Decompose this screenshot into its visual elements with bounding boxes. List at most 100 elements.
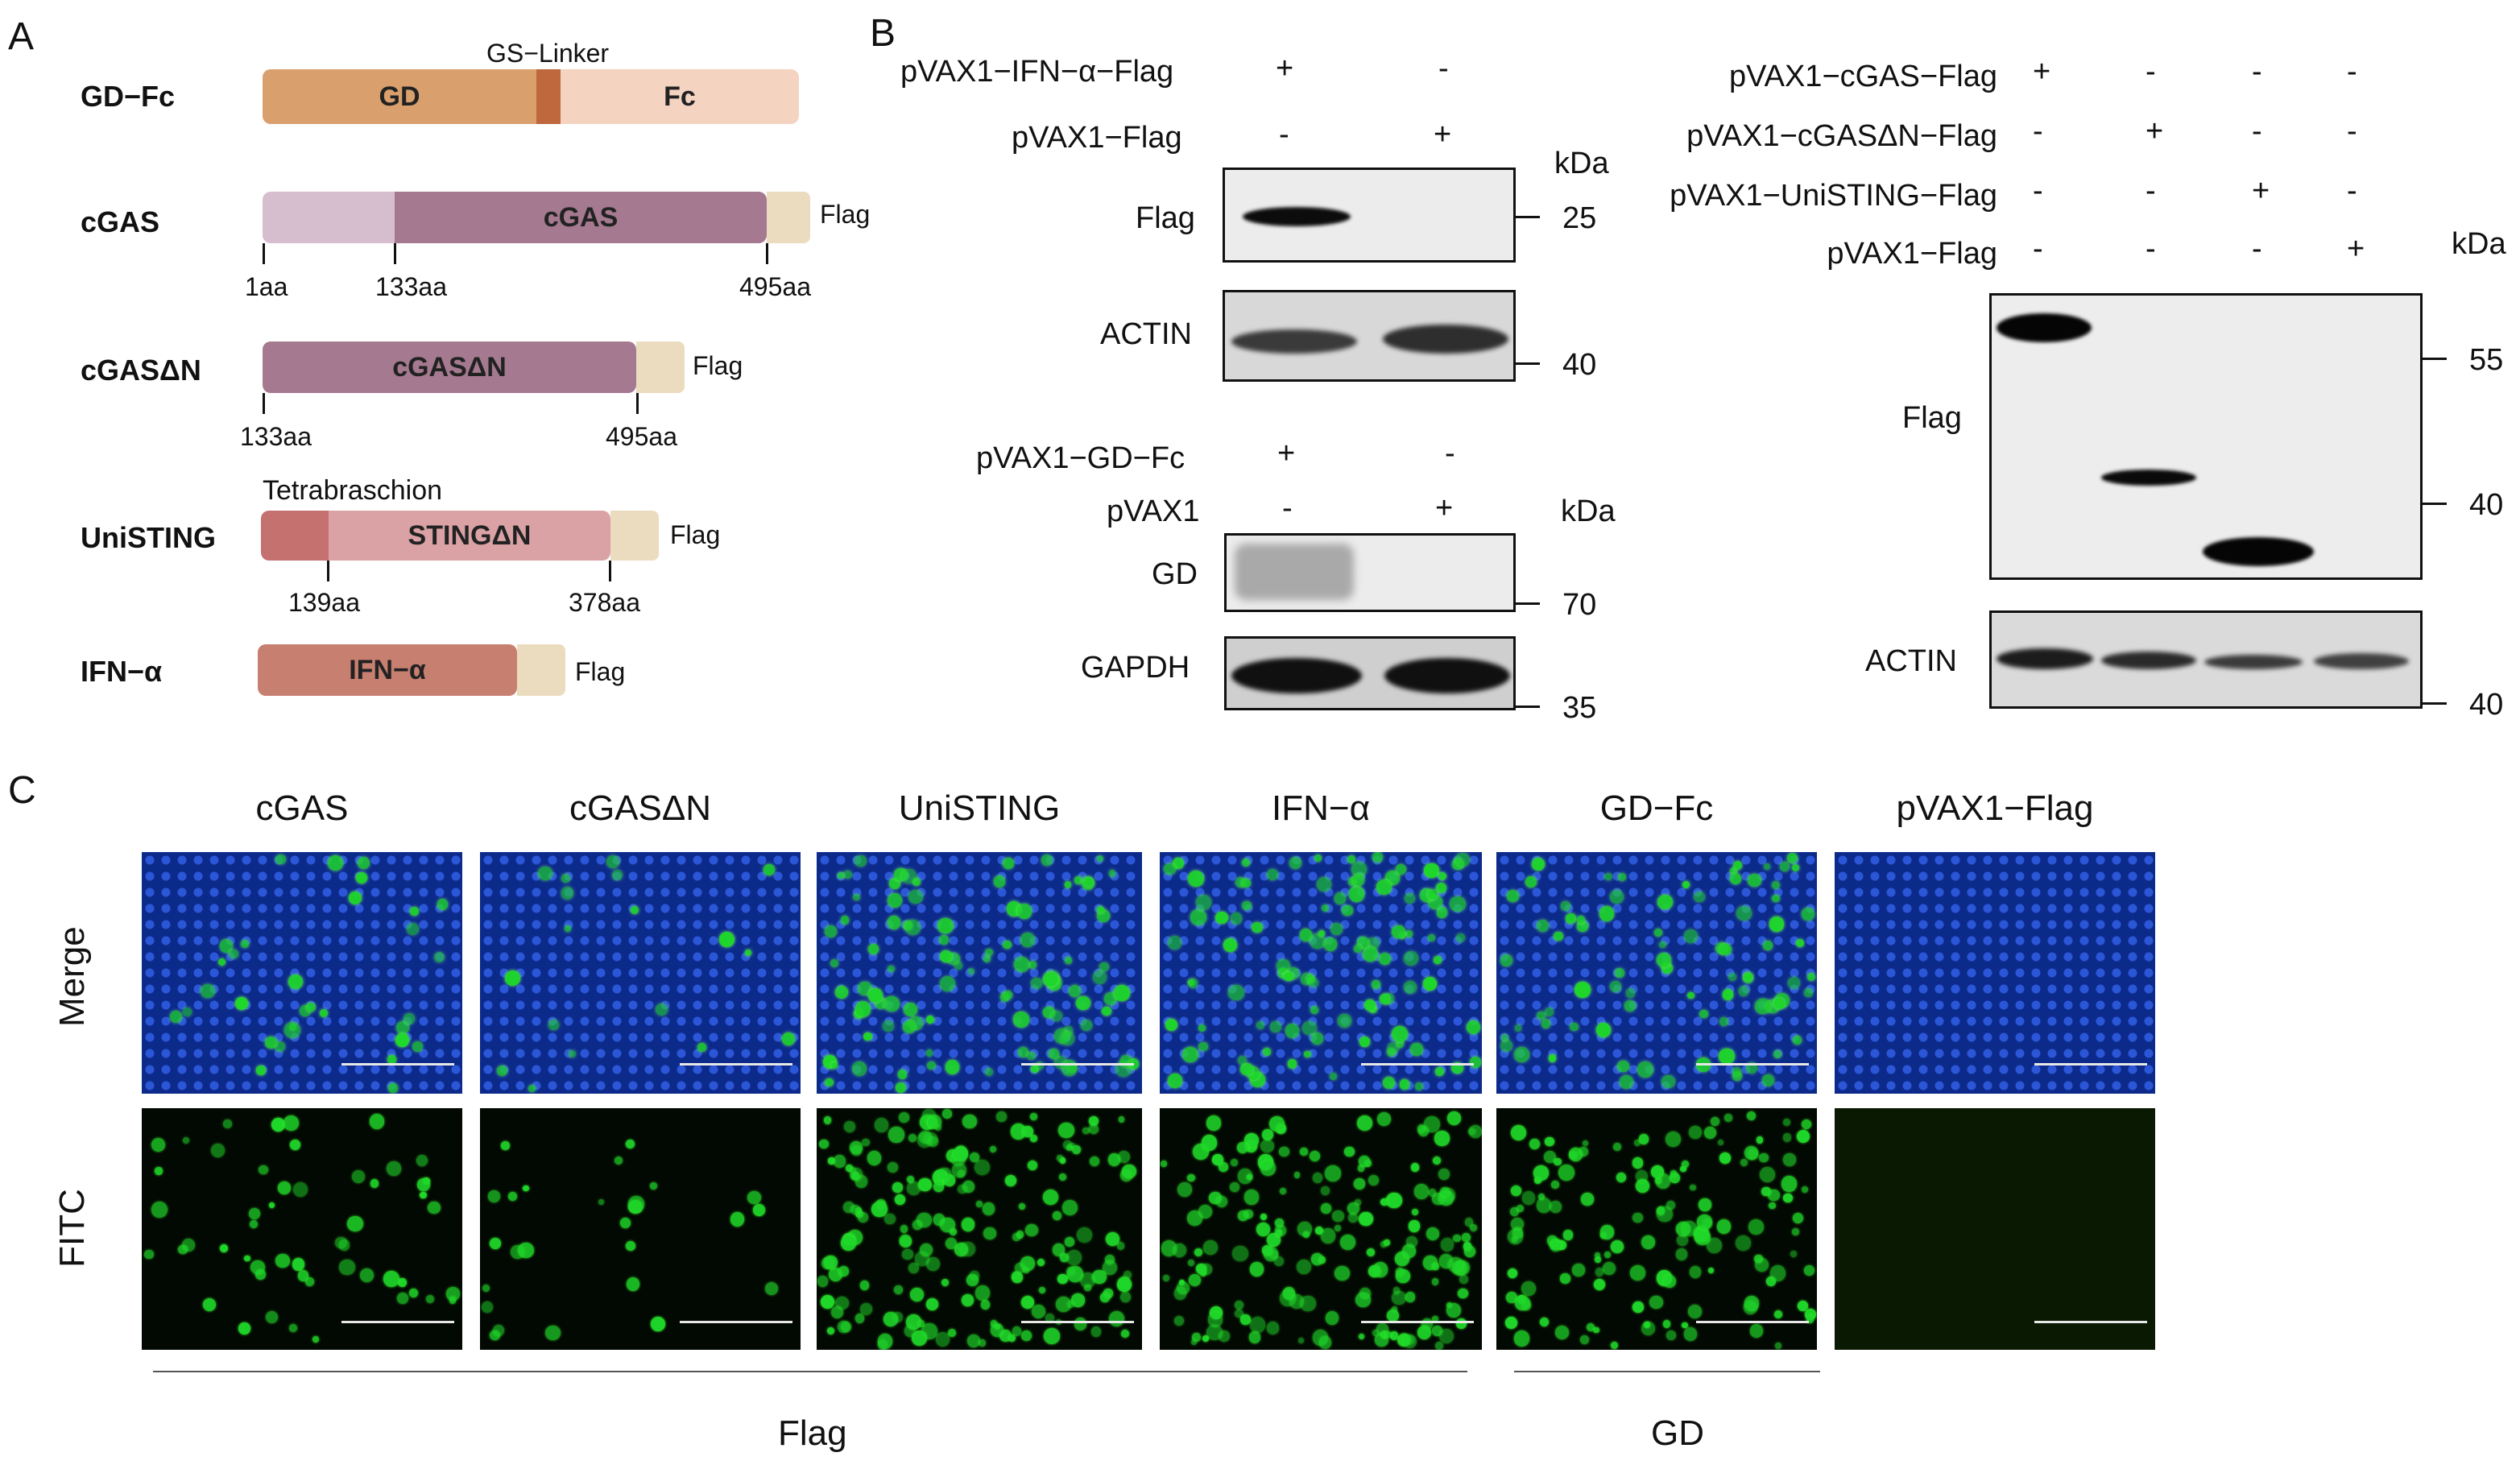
tick-cgas-1 xyxy=(263,243,265,264)
pos-cgasdn-495: 495aa xyxy=(606,422,677,451)
construct-name-ifna: IFN−α xyxy=(81,655,163,688)
band-actin-r4 xyxy=(2314,653,2409,669)
band-actin-1 xyxy=(1231,329,1357,354)
gs-linker-label: GS−Linker xyxy=(486,39,610,68)
wb-r-marker-40a: 40 xyxy=(2469,488,2504,522)
domain-gd: GD xyxy=(263,69,536,124)
flag-label-unisting: Flag xyxy=(670,520,721,549)
marker-tick-40 xyxy=(1516,362,1540,365)
wb-r-lane-sign: - xyxy=(2033,114,2043,148)
column-label: pVAX1−Flag xyxy=(1896,788,2094,828)
panel-label-a: A xyxy=(8,15,35,58)
construct-name-cgas: cGAS xyxy=(81,205,160,238)
wb-lb-row1-lane2: - xyxy=(1445,437,1455,470)
merge-image xyxy=(1496,852,1817,1094)
scale-bar xyxy=(2034,1063,2147,1066)
band-cgas xyxy=(1997,313,2092,342)
pos-cgasdn-133: 133aa xyxy=(240,422,312,451)
merge-image xyxy=(1160,852,1482,1094)
pos-cgas-133: 133aa xyxy=(375,272,447,301)
pos-cgas-495: 495aa xyxy=(739,272,811,301)
tick-unisting-139 xyxy=(327,561,329,581)
domain-tetrabraschion xyxy=(261,511,329,561)
wb-r-lane-sign: - xyxy=(2347,114,2357,148)
pos-cgas-1: 1aa xyxy=(245,272,288,301)
wb-lb-row2-lane2: + xyxy=(1435,491,1454,525)
marker-tick-70 xyxy=(1516,602,1540,605)
scale-bar xyxy=(680,1063,792,1066)
blot-actin-right xyxy=(1989,610,2423,709)
flag-tag-unisting xyxy=(610,511,659,561)
wb-r-lane-sign: + xyxy=(2033,55,2051,89)
domain-ifna: IFN−α xyxy=(258,644,517,696)
scale-bar xyxy=(1361,1063,1474,1066)
wb-r-lane-sign: - xyxy=(2252,55,2262,89)
pos-unisting-139: 139aa xyxy=(288,588,360,617)
wb-r-lane-sign: - xyxy=(2033,232,2043,266)
pos-unisting-378: 378aa xyxy=(569,588,640,617)
band-actin-2 xyxy=(1383,325,1508,354)
construct-name-gdfc: GD−Fc xyxy=(81,80,176,113)
marker-tick-40b xyxy=(2423,702,2447,705)
wb-r-row-label: pVAX1−cGAS−Flag xyxy=(1728,60,1997,93)
wb-r-lane-sign: + xyxy=(2252,174,2270,208)
column-label: UniSTING xyxy=(898,788,1061,828)
scale-bar xyxy=(1696,1063,1809,1066)
wb-lb-row2-lane1: - xyxy=(1282,491,1293,525)
wb-lt-row1-lane2: - xyxy=(1438,52,1449,85)
wb-lt-marker-25: 25 xyxy=(1562,201,1597,235)
wb-lt-blot1-label: Flag xyxy=(1136,201,1195,235)
fitc-image xyxy=(1496,1108,1817,1350)
wb-r-row-label: pVAX1−Flag xyxy=(1827,237,1997,271)
wb-r-blot1-label: Flag xyxy=(1902,401,1962,435)
wb-lt-row1-label: pVAX1−IFN−α−Flag xyxy=(900,55,1174,89)
panel-label-b: B xyxy=(870,12,896,55)
wb-lb-marker-70: 70 xyxy=(1562,588,1597,622)
band-flag-ifna xyxy=(1243,207,1351,226)
wb-r-row-label: pVAX1−cGASΔN−Flag xyxy=(1686,119,1997,153)
tick-cgasdn-495 xyxy=(636,393,639,414)
marker-tick-35 xyxy=(1516,706,1540,708)
scale-bar xyxy=(341,1063,454,1066)
scale-bar xyxy=(680,1321,792,1323)
fitc-image xyxy=(817,1108,1142,1350)
wb-r-lane-sign: + xyxy=(2347,232,2365,266)
tick-unisting-378 xyxy=(609,561,611,581)
wb-lb-row2-label: pVAX1 xyxy=(1107,494,1200,528)
band-actin-r1 xyxy=(1997,648,2093,669)
wb-r-marker-40b: 40 xyxy=(2469,688,2504,722)
fitc-image xyxy=(480,1108,801,1350)
marker-tick-55 xyxy=(2423,358,2447,360)
scale-bar xyxy=(2034,1321,2147,1323)
wb-lb-row1-label: pVAX1−GD−Fc xyxy=(976,441,1186,475)
wb-lt-row2-lane2: + xyxy=(1434,118,1452,151)
fitc-image xyxy=(1160,1108,1482,1350)
domain-cgas-n xyxy=(263,192,395,243)
wb-lt-marker-40: 40 xyxy=(1562,348,1597,382)
wb-lt-kda: kDa xyxy=(1554,147,1609,180)
group-line-flag xyxy=(153,1371,1467,1372)
blot-gapdh xyxy=(1224,636,1516,710)
group-label-gd: GD xyxy=(1651,1413,1704,1453)
fitc-image xyxy=(142,1108,462,1350)
marker-tick-40a xyxy=(2423,503,2447,505)
tick-cgas-133 xyxy=(394,243,396,264)
band-actin-r2 xyxy=(2101,652,2196,669)
blot-flag-ifna xyxy=(1223,168,1516,263)
wb-r-marker-55: 55 xyxy=(2469,343,2504,377)
band-cgasdn xyxy=(2101,470,2196,486)
wb-lb-row1-lane1: + xyxy=(1277,437,1296,470)
wb-r-kda: kDa xyxy=(2452,227,2506,261)
tick-cgas-495 xyxy=(766,243,768,264)
band-gd xyxy=(1235,544,1354,600)
wb-r-lane-sign: + xyxy=(2146,114,2164,148)
wb-lt-row2-lane1: - xyxy=(1279,118,1289,151)
flag-label-ifna: Flag xyxy=(575,657,626,686)
merge-image xyxy=(1835,852,2155,1094)
wb-r-lane-sign: - xyxy=(2347,174,2357,208)
wb-r-lane-sign: - xyxy=(2033,174,2043,208)
domain-gs-linker xyxy=(536,69,561,124)
domain-fc: Fc xyxy=(561,69,799,124)
wb-r-row-label: pVAX1−UniSTING−Flag xyxy=(1670,179,1997,213)
column-label: IFN−α xyxy=(1271,788,1371,828)
